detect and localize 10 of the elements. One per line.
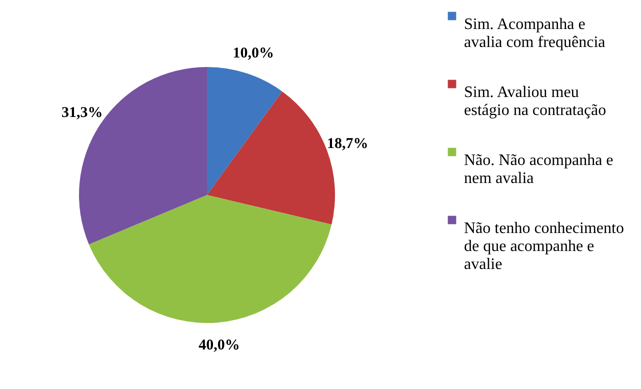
data-label: 40,0% — [198, 338, 240, 354]
data-label: 10,0% — [232, 45, 274, 62]
pie-slice — [207, 67, 282, 195]
pie-slice — [88, 195, 332, 323]
legend-label: Não. Não acompanha e nem avalia — [464, 152, 614, 187]
legend-label: Não tenho conhecimento de que acompanhe e avalie — [464, 220, 624, 273]
data-label: 31,3% — [62, 104, 103, 121]
legend-label: Sim. Acompanha e avalia com frequência — [464, 16, 606, 51]
legend-label: Sim. Avaliou meu estágio na contratação — [464, 84, 606, 119]
data-label: 18,7% — [327, 136, 368, 152]
